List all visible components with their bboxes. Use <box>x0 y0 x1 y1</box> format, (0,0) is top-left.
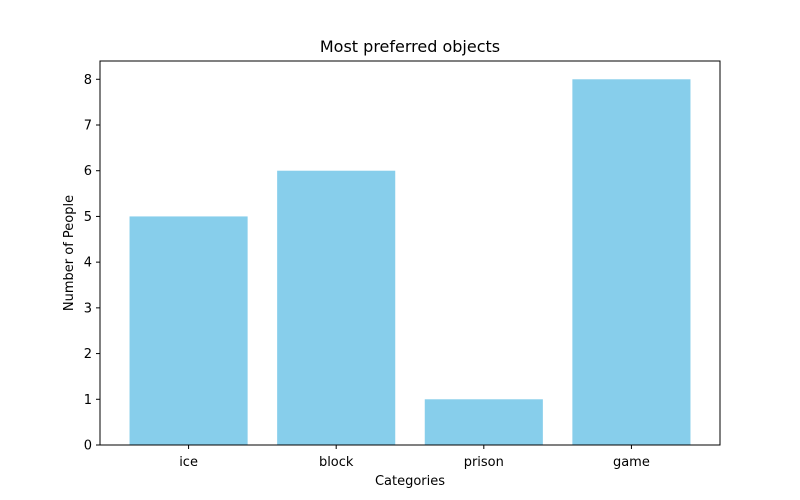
y-axis-label: Number of People <box>62 195 77 311</box>
y-tick-label: 8 <box>84 73 92 88</box>
bar-block <box>277 170 396 445</box>
x-tick-label: game <box>613 455 650 470</box>
x-tick-label: prison <box>464 455 504 470</box>
y-tick-label: 6 <box>84 164 92 179</box>
y-tick-label: 7 <box>84 119 92 134</box>
chart-title: Most preferred objects <box>320 37 500 56</box>
x-tick-label: ice <box>179 455 198 470</box>
x-tick-label: block <box>319 455 354 470</box>
bar-game <box>572 79 691 446</box>
y-tick-label: 2 <box>84 347 92 362</box>
x-axis-label: Categories <box>375 474 445 489</box>
y-tick-label: 3 <box>84 301 92 316</box>
bar-ice <box>129 216 248 445</box>
bar-prison <box>424 399 543 445</box>
plot-area: 0 1 2 3 4 5 6 7 8 ice block prison game <box>84 60 721 470</box>
y-tick-label: 5 <box>84 210 92 225</box>
y-tick-label: 0 <box>84 439 92 454</box>
plot-frame <box>99 60 721 446</box>
y-tick-label: 4 <box>84 256 92 271</box>
y-tick-label: 1 <box>84 393 92 408</box>
